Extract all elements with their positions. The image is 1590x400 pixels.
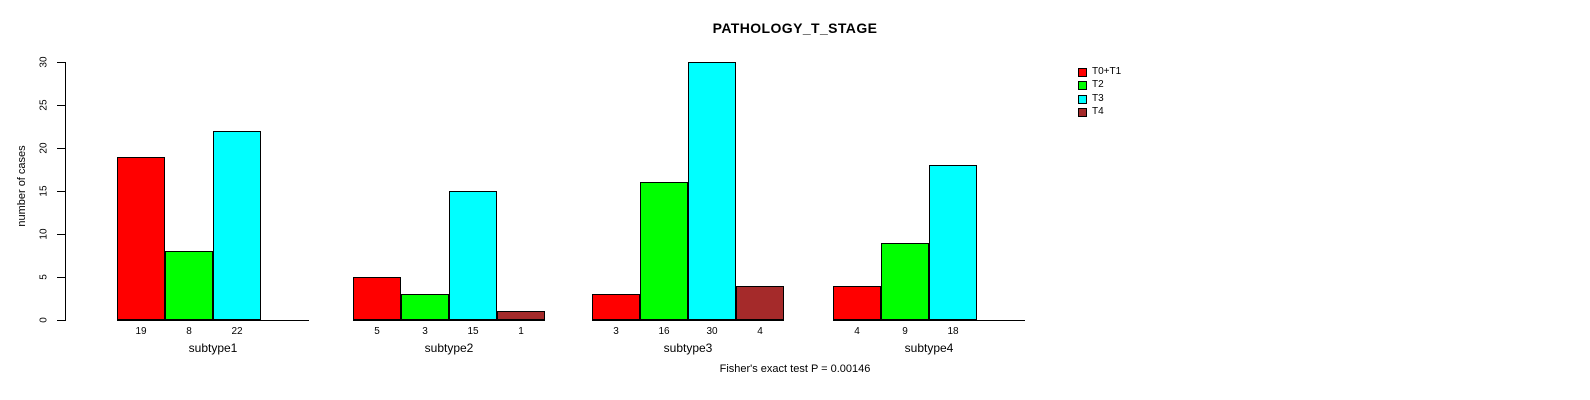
legend-item-t0plust1: T0+T1 [1078,67,1121,77]
legend-swatch [1078,94,1087,104]
legend-label: T2 [1092,79,1104,90]
bar-value-label: 4 [854,326,860,337]
legend-label: T4 [1092,106,1104,117]
bar-subtype4-t2 [881,243,929,320]
y-tick [57,320,65,321]
bar-subtype2-t3 [449,191,497,320]
bar-subtype1-t0plust1 [117,157,165,320]
bar-value-label: 19 [135,326,147,337]
y-tick-label: 15 [38,185,50,197]
x-axis-line [117,320,309,321]
legend-swatch [1078,107,1087,117]
bar-value-label: 16 [658,326,670,337]
bar-subtype2-t0plust1 [353,277,401,320]
y-tick-label: 25 [38,99,50,111]
bar-value-label: 18 [947,326,959,337]
y-tick-label: 30 [38,56,50,68]
y-tick [57,191,65,192]
bar-subtype2-t2 [401,294,449,320]
bar-value-label: 1 [518,326,524,337]
bar-subtype3-t2 [640,182,688,320]
y-tick [57,277,65,278]
bar-subtype3-t0plust1 [592,294,640,320]
y-tick [57,62,65,63]
y-tick [57,234,65,235]
y-tick-label: 20 [38,142,50,154]
bar-subtype2-t4 [497,311,545,320]
bar-value-label: 5 [374,326,380,337]
bar-value-label: 30 [706,326,718,337]
bar-value-label: 4 [757,326,763,337]
fisher-test-annotation: Fisher's exact test P = 0.00146 [719,363,871,375]
bar-value-label: 8 [186,326,192,337]
legend-swatch [1078,80,1087,90]
y-axis-line [65,62,66,321]
bar-value-label: 9 [902,326,908,337]
y-tick [57,148,65,149]
category-label-subtype4: subtype4 [904,341,954,355]
chart-title: PATHOLOGY_T_STAGE [712,20,878,36]
category-label-subtype1: subtype1 [188,341,238,355]
y-tick-label: 0 [38,317,50,323]
x-axis-line [833,320,1025,321]
bar-subtype4-t0plust1 [833,286,881,320]
bar-subtype3-t3 [688,62,736,320]
category-label-subtype3: subtype3 [663,341,713,355]
bar-subtype1-t2 [165,251,213,320]
legend-swatch [1078,67,1087,77]
bar-value-label: 15 [467,326,479,337]
y-tick [57,105,65,106]
legend-item-t2: T2 [1078,80,1104,90]
y-tick-label: 10 [38,228,50,240]
bar-value-label: 22 [231,326,243,337]
bar-subtype3-t4 [736,286,784,320]
legend-item-t3: T3 [1078,94,1104,104]
legend-item-t4: T4 [1078,107,1104,117]
category-label-subtype2: subtype2 [424,341,474,355]
bar-value-label: 3 [613,326,619,337]
bar-value-label: 3 [422,326,428,337]
bar-subtype1-t3 [213,131,261,320]
legend-label: T0+T1 [1092,66,1122,77]
y-axis-label: number of cases [16,145,28,227]
x-axis-line [353,320,545,321]
bar-subtype4-t3 [929,165,977,320]
y-tick-label: 5 [38,274,50,280]
legend-label: T3 [1092,93,1104,104]
x-axis-line [592,320,784,321]
